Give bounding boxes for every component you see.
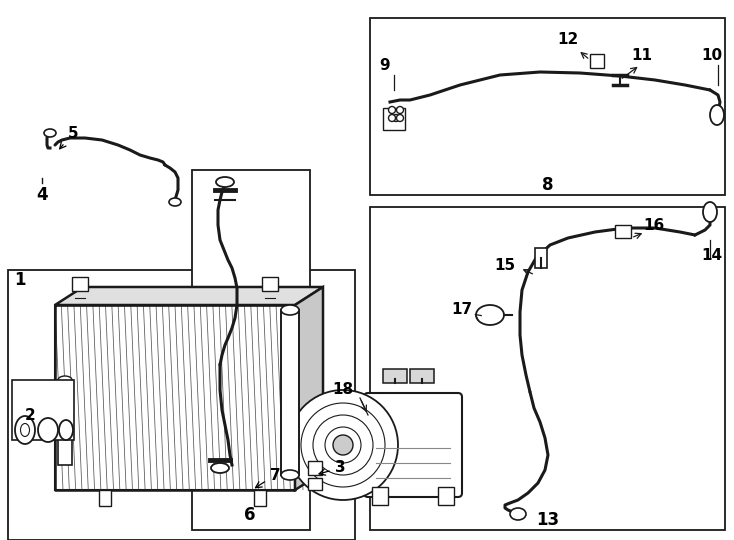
Bar (8, 270, 355, 540)
Bar (615, 225, 631, 238)
Text: 6: 6 (244, 506, 255, 524)
Text: 18: 18 (333, 382, 354, 397)
Circle shape (288, 390, 398, 500)
Ellipse shape (15, 416, 35, 444)
Bar (590, 54, 604, 68)
Circle shape (388, 114, 396, 122)
Ellipse shape (281, 305, 299, 315)
Ellipse shape (169, 198, 181, 206)
Text: 3: 3 (319, 461, 345, 476)
Circle shape (396, 114, 404, 122)
Ellipse shape (44, 129, 56, 137)
Text: 7: 7 (255, 468, 280, 488)
Ellipse shape (58, 376, 72, 384)
Bar (262, 277, 278, 291)
Polygon shape (55, 287, 323, 305)
Bar (308, 461, 322, 475)
Ellipse shape (510, 508, 526, 520)
Circle shape (333, 435, 353, 455)
Ellipse shape (59, 420, 73, 440)
Ellipse shape (38, 418, 58, 442)
Bar (410, 369, 434, 383)
Bar (370, 207, 725, 530)
Bar (383, 108, 405, 130)
Text: 9: 9 (379, 57, 390, 72)
Ellipse shape (216, 177, 234, 187)
Text: 1: 1 (14, 271, 26, 289)
Text: 17: 17 (451, 302, 473, 318)
Bar (308, 478, 322, 490)
Circle shape (393, 114, 399, 122)
Bar (192, 170, 310, 530)
Text: 10: 10 (702, 48, 722, 63)
Ellipse shape (281, 470, 299, 480)
Ellipse shape (21, 423, 29, 436)
Text: 2: 2 (25, 408, 35, 422)
Bar (372, 487, 388, 505)
Text: 4: 4 (36, 186, 48, 204)
Bar (370, 18, 725, 195)
Ellipse shape (703, 202, 717, 222)
Ellipse shape (211, 463, 229, 473)
Circle shape (396, 106, 404, 113)
Bar (535, 248, 547, 268)
Text: 13: 13 (537, 511, 559, 529)
Text: 16: 16 (644, 218, 664, 233)
Bar (58, 380, 72, 465)
Text: 15: 15 (495, 258, 515, 273)
Circle shape (388, 106, 396, 113)
Bar (254, 490, 266, 506)
Text: 5: 5 (59, 125, 79, 149)
Text: 14: 14 (702, 247, 722, 262)
Bar (99, 490, 111, 506)
Text: 11: 11 (631, 48, 653, 63)
Bar (383, 369, 407, 383)
Bar (12, 380, 74, 440)
Bar (438, 487, 454, 505)
Polygon shape (295, 287, 323, 490)
FancyBboxPatch shape (364, 393, 462, 497)
Bar (281, 310, 299, 475)
Ellipse shape (476, 305, 504, 325)
Text: 8: 8 (542, 176, 553, 194)
Text: 12: 12 (557, 32, 578, 48)
Bar (72, 277, 88, 291)
Bar (55, 305, 295, 490)
Ellipse shape (710, 105, 724, 125)
